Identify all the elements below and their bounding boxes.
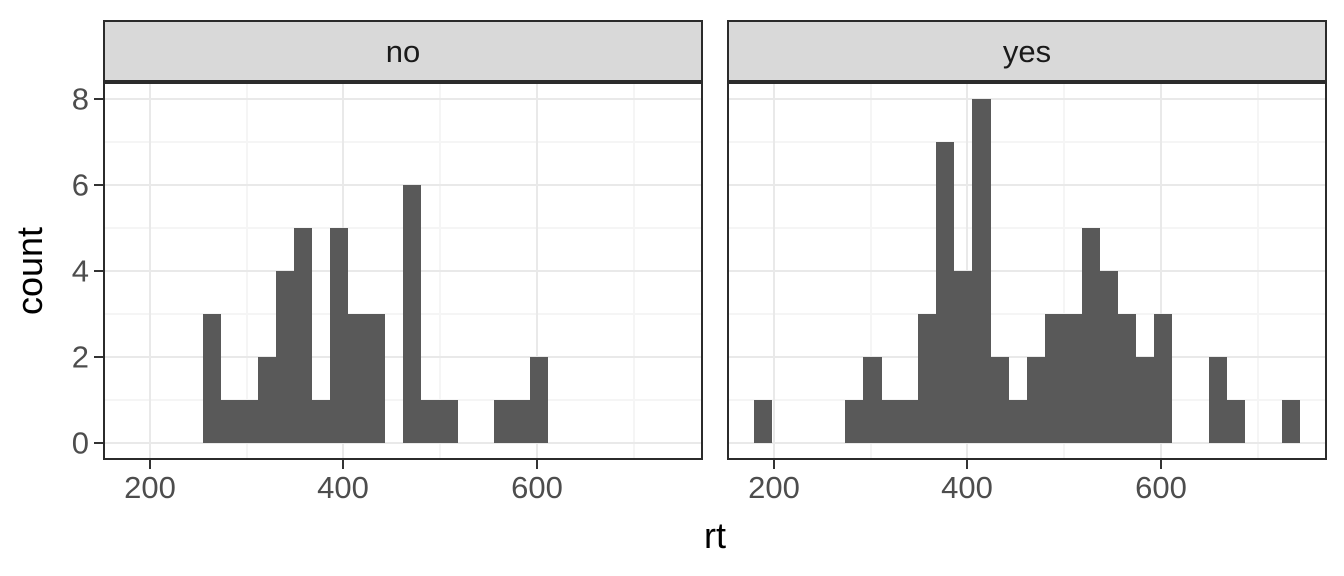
histogram-bar xyxy=(512,400,530,443)
histogram-bar xyxy=(258,357,276,443)
gridline-minor-y xyxy=(727,227,1327,229)
histogram-bar xyxy=(1045,314,1063,443)
histogram-bar xyxy=(1009,400,1027,443)
histogram-bar xyxy=(312,400,330,443)
x-tick-mark xyxy=(536,460,538,469)
histogram-bar xyxy=(367,314,385,443)
x-tick-mark xyxy=(1160,460,1162,469)
gridline-minor-y xyxy=(727,141,1327,143)
y-tick-label: 0 xyxy=(71,425,89,461)
x-tick-label: 600 xyxy=(1135,470,1187,505)
histogram-bar xyxy=(1136,357,1154,443)
histogram-bar xyxy=(1154,314,1172,443)
histogram-bar xyxy=(421,400,439,443)
y-tick-label: 4 xyxy=(71,253,89,289)
histogram-bar xyxy=(1209,357,1227,443)
facet-panel-yes xyxy=(727,82,1327,460)
y-tick-mark xyxy=(94,356,103,358)
histogram-bar xyxy=(918,314,936,443)
facet-strip-no: no xyxy=(103,20,703,82)
x-tick-label: 400 xyxy=(317,470,369,505)
histogram-bar xyxy=(954,271,972,443)
histogram-bar xyxy=(348,314,367,443)
facet-strip-label: no xyxy=(385,33,421,69)
gridline-minor-y xyxy=(103,141,703,143)
facet-strip-label: yes xyxy=(1002,33,1052,69)
histogram-bar xyxy=(1118,314,1136,443)
x-tick-mark xyxy=(342,460,344,469)
x-tick-mark xyxy=(149,460,151,469)
histogram-bar xyxy=(439,400,458,443)
histogram-bar xyxy=(972,99,991,443)
y-tick-mark xyxy=(94,442,103,444)
histogram-bar xyxy=(1027,357,1045,443)
histogram-bar xyxy=(494,400,512,443)
x-tick-mark xyxy=(966,460,968,469)
histogram-bar xyxy=(530,357,548,443)
gridline-minor-y xyxy=(727,313,1327,315)
histogram-bar xyxy=(1082,228,1100,443)
histogram-bar xyxy=(203,314,221,443)
histogram-bar xyxy=(882,400,900,443)
histogram-bar xyxy=(239,400,258,443)
y-tick-mark xyxy=(94,184,103,186)
histogram-bar xyxy=(754,400,772,443)
x-tick-label: 600 xyxy=(511,470,563,505)
y-tick-mark xyxy=(94,270,103,272)
facet-panel-no xyxy=(103,82,703,460)
histogram-bar xyxy=(991,357,1009,443)
y-tick-mark xyxy=(94,98,103,100)
gridline-major-y xyxy=(103,98,703,100)
histogram-bar xyxy=(936,142,954,443)
y-tick-label: 6 xyxy=(71,167,89,203)
facet-strip-yes: yes xyxy=(727,20,1327,82)
x-tick-label: 200 xyxy=(124,470,176,505)
histogram-bar xyxy=(276,271,294,443)
histogram-bar xyxy=(845,400,863,443)
histogram-bar xyxy=(1100,271,1118,443)
gridline-major-y xyxy=(727,442,1327,444)
histogram-bar xyxy=(900,400,918,443)
histogram-bar xyxy=(403,185,421,443)
y-tick-label: 8 xyxy=(71,81,89,117)
histogram-bar xyxy=(221,400,239,443)
gridline-major-y xyxy=(727,184,1327,186)
gridline-major-y xyxy=(727,270,1327,272)
x-axis-title: rt xyxy=(704,515,726,556)
x-tick-mark xyxy=(773,460,775,469)
histogram-bar xyxy=(1282,400,1300,443)
y-tick-label: 2 xyxy=(71,339,89,375)
histogram-bar xyxy=(294,228,312,443)
histogram-bar xyxy=(863,357,882,443)
x-tick-label: 400 xyxy=(941,470,993,505)
gridline-major-y xyxy=(727,98,1327,100)
gridline-major-y xyxy=(103,442,703,444)
histogram-bar xyxy=(1063,314,1082,443)
histogram-bar xyxy=(330,228,348,443)
histogram-bar xyxy=(1227,400,1245,443)
x-tick-label: 200 xyxy=(748,470,800,505)
